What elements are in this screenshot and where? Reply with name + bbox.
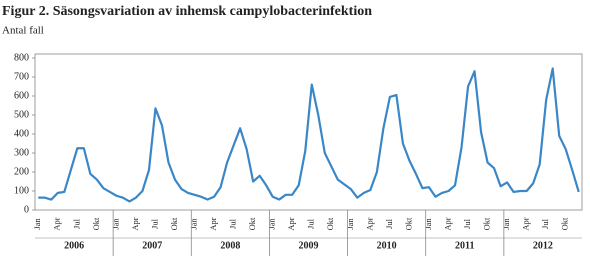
x-tick-label: Jul [540, 218, 550, 229]
y-tick-label: 800 [14, 52, 29, 63]
x-tick-label: Jan [267, 218, 277, 230]
x-tick-label: Okt [482, 217, 492, 230]
x-tick-label: Okt [247, 217, 257, 230]
plot-frame [34, 53, 583, 211]
y-tick-label: 200 [14, 166, 29, 177]
y-tick-label: 100 [14, 185, 29, 196]
x-tick-label: Jan [32, 218, 42, 230]
y-tick-label: 300 [14, 147, 29, 158]
x-tick-label: Jan [345, 218, 355, 230]
x-tick-label: Okt [403, 217, 413, 230]
x-tick-label: Jan [188, 218, 198, 230]
x-tick-label: Jul [149, 218, 159, 229]
x-tick-label: Apr [364, 217, 374, 230]
year-label: 2008 [220, 240, 240, 251]
x-tick-label: Jul [306, 218, 316, 229]
x-tick-label: Okt [91, 217, 101, 230]
x-tick-label: Apr [208, 217, 218, 230]
x-tick-label: Okt [560, 217, 570, 230]
x-tick-label: Jul [71, 218, 81, 229]
x-tick-label: Jan [110, 218, 120, 230]
y-tick-label: 0 [24, 204, 29, 215]
year-label: 2009 [299, 240, 319, 251]
year-label: 2010 [377, 240, 397, 251]
x-tick-label: Apr [521, 217, 531, 230]
x-tick-label: Jan [423, 218, 433, 230]
y-tick-label: 700 [14, 71, 29, 82]
y-tick-label: 600 [14, 90, 29, 101]
chart-title: Figur 2. Säsongsvariation av inhemsk cam… [2, 4, 372, 19]
x-tick-label: Apr [52, 217, 62, 230]
year-label: 2006 [64, 240, 84, 251]
x-tick-label: Okt [325, 217, 335, 230]
x-tick-label: Jan [501, 218, 511, 230]
year-label: 2012 [533, 240, 553, 251]
x-tick-label: Apr [286, 217, 296, 230]
x-tick-label: Jul [384, 218, 394, 229]
x-tick-label: Jul [462, 218, 472, 229]
year-label: 2011 [455, 240, 474, 251]
year-label: 2007 [142, 240, 162, 251]
x-tick-label: Okt [169, 217, 179, 230]
y-tick-label: 400 [14, 128, 29, 139]
x-tick-label: Jul [228, 218, 238, 229]
y-axis-label: Antal fall [2, 25, 44, 37]
x-tick-label: Apr [130, 217, 140, 230]
x-tick-label: Apr [442, 217, 452, 230]
line-series [38, 67, 580, 203]
y-tick-label: 500 [14, 109, 29, 120]
